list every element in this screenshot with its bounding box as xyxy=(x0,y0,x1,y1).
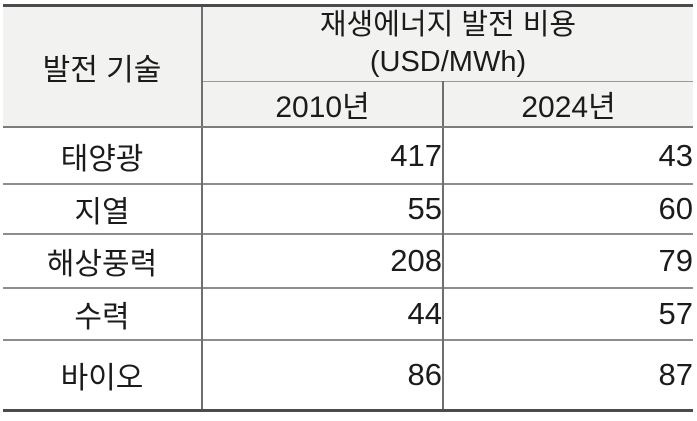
cost-2010-cell: 44 xyxy=(201,287,443,340)
table-row: 태양광 417 43 xyxy=(3,127,693,184)
table-header: 발전 기술 재생에너지 발전 비용 (USD/MWh) 2010년 2024년 xyxy=(3,5,693,128)
year-header-2010: 2010년 xyxy=(201,81,443,128)
cost-2024-cell: 79 xyxy=(442,233,693,288)
table-row: 수력 44 57 xyxy=(3,287,693,340)
cost-2024-cell: 60 xyxy=(442,183,693,234)
cost-2010-cell: 86 xyxy=(201,339,443,410)
cost-2010-cell: 55 xyxy=(201,183,443,234)
tech-cell: 해상풍력 xyxy=(3,233,202,288)
tech-cell: 지열 xyxy=(3,183,202,234)
renewable-cost-table: 발전 기술 재생에너지 발전 비용 (USD/MWh) 2010년 2024년 … xyxy=(3,4,693,412)
table-row: 바이오 86 87 xyxy=(3,339,693,410)
year-header-2024: 2024년 xyxy=(442,81,693,128)
cost-group-header-cell: 재생에너지 발전 비용 (USD/MWh) xyxy=(201,5,693,82)
header-row-years: 2010년 2024년 xyxy=(3,81,693,128)
header-row-group: 발전 기술 재생에너지 발전 비용 (USD/MWh) xyxy=(3,5,693,128)
table-row: 해상풍력 208 79 xyxy=(3,233,693,288)
table-row: 지열 55 60 xyxy=(3,183,693,234)
cost-2010-cell: 417 xyxy=(201,127,443,184)
cost-group-header-title: 재생에너지 발전 비용 xyxy=(319,9,577,41)
tech-column-header: 발전 기술 xyxy=(3,5,202,128)
cost-group-header-unit: (USD/MWh) xyxy=(369,46,527,78)
tech-cell: 태양광 xyxy=(3,127,202,184)
cost-2010-cell: 208 xyxy=(201,233,443,288)
cost-2024-cell: 43 xyxy=(442,127,693,184)
cost-2024-cell: 57 xyxy=(442,287,693,340)
tech-cell: 수력 xyxy=(3,287,202,340)
table-body: 태양광 417 43 지열 55 60 해상풍력 208 79 수력 44 57… xyxy=(3,127,693,410)
tech-cell: 바이오 xyxy=(3,339,202,410)
cost-2024-cell: 87 xyxy=(442,339,693,410)
